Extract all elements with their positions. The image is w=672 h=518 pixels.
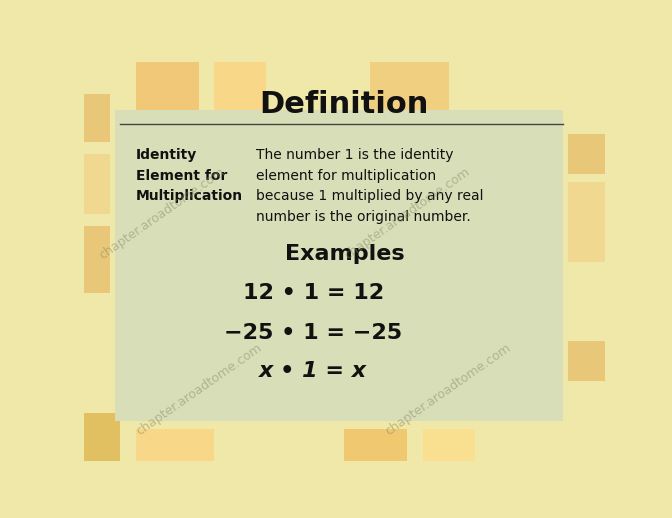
Bar [345, 429, 407, 461]
Bar [84, 154, 110, 214]
Bar [136, 62, 199, 110]
Text: Examples: Examples [284, 243, 405, 264]
Text: chapter.aroadtome.com: chapter.aroadtome.com [383, 341, 514, 438]
Bar [214, 62, 266, 110]
Bar [370, 62, 449, 110]
Bar [423, 429, 474, 461]
Text: chapter.aroadtome.com: chapter.aroadtome.com [133, 341, 264, 438]
Text: chapter.aroadtome.com: chapter.aroadtome.com [97, 165, 227, 262]
Text: The number 1 is the identity
element for multiplication
because 1 multiplied by : The number 1 is the identity element for… [256, 148, 483, 224]
Bar [569, 341, 605, 381]
Text: Definition: Definition [259, 90, 429, 119]
Bar [569, 182, 605, 262]
Bar [84, 413, 120, 461]
Bar [136, 429, 214, 461]
Bar [84, 226, 110, 294]
Text: 12 • 1 = 12: 12 • 1 = 12 [243, 283, 384, 304]
Text: −25 • 1 = −25: −25 • 1 = −25 [224, 323, 403, 343]
Bar [569, 134, 605, 174]
Bar [84, 94, 110, 142]
Text: Identity
Element for
Multiplication: Identity Element for Multiplication [136, 148, 243, 203]
Text: x • 1 = x: x • 1 = x [259, 361, 367, 381]
Bar [116, 110, 563, 421]
Text: chapter.aroadtome.com: chapter.aroadtome.com [341, 165, 472, 262]
